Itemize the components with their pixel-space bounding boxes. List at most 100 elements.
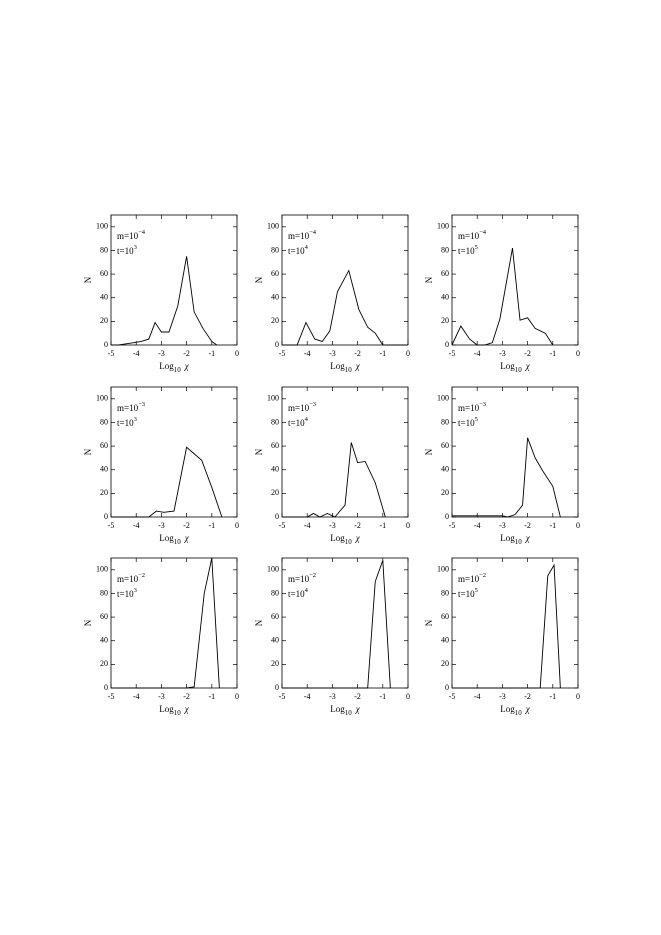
- x-label-text: Log: [159, 704, 174, 714]
- annotation: m=10−2: [458, 572, 486, 584]
- y-tick-label: 0: [275, 340, 279, 349]
- y-tick-label: 0: [104, 512, 108, 521]
- x-tick-label: -1: [549, 349, 556, 358]
- y-tick-label: 20: [271, 316, 279, 325]
- x-tick-label: 0: [576, 349, 580, 358]
- annotation-sup: 3: [134, 587, 137, 594]
- y-axis-label: N: [254, 276, 264, 283]
- panel: -5 -4 -3 -2 -1 0 0 20 40 60 80 100 N Log10 χ m=10−2 t=10…: [254, 557, 410, 717]
- annotation-text: m=10: [458, 403, 480, 413]
- panel: -5 -4 -3 -2 -1 0 0 20 40 60 80 100 N Log10 χ m=10−2 t=10…: [424, 557, 580, 717]
- panel: -5 -4 -3 -2 -1 0 0 20 40 60 80 100 N Log10 χ m=10−3 t=10…: [83, 386, 239, 546]
- x-tick-label: -5: [449, 349, 456, 358]
- y-tick-label: 20: [100, 488, 108, 497]
- x-tick-label: -5: [279, 692, 286, 701]
- annotation-text: t=10: [288, 246, 305, 256]
- annotation-sup: −2: [479, 572, 486, 579]
- x-label-sub: 10: [345, 538, 353, 546]
- x-tick-label: -2: [183, 692, 190, 701]
- annotation: m=10−3: [458, 401, 486, 413]
- x-label-text: Log: [500, 361, 515, 371]
- y-tick-label: 40: [441, 293, 449, 302]
- x-tick-label: 0: [235, 349, 239, 358]
- annotation-text: t=10: [458, 418, 475, 428]
- y-axis-label: N: [424, 448, 434, 455]
- y-tick-label: 40: [271, 465, 279, 474]
- annotation-text: t=10: [288, 589, 305, 599]
- x-tick-label: 0: [406, 521, 410, 530]
- annotation: m=10−4: [288, 229, 317, 241]
- annotation-text: t=10: [458, 246, 475, 256]
- x-tick-label: -3: [499, 349, 506, 358]
- x-tick-label: -4: [474, 692, 481, 701]
- data-line: [282, 442, 386, 518]
- x-label-sub: 10: [345, 709, 353, 717]
- x-label-text: Log: [500, 704, 515, 714]
- annotation-sup: −3: [138, 401, 145, 408]
- y-tick-label: 60: [100, 269, 108, 278]
- y-tick-label: 20: [100, 316, 108, 325]
- annotation: t=104: [288, 416, 309, 428]
- annotation: m=10−4: [117, 229, 146, 241]
- data-line: [111, 446, 223, 518]
- x-label-sub: 10: [174, 366, 182, 374]
- x-label-sub: 10: [515, 538, 523, 546]
- annotation-sup: −3: [309, 401, 316, 408]
- annotation-text: m=10: [458, 574, 480, 584]
- x-tick-label: -2: [354, 349, 361, 358]
- annotation-text: t=10: [117, 246, 134, 256]
- y-axis-label: N: [83, 276, 93, 283]
- y-tick-label: 80: [441, 417, 449, 426]
- annotation-text: m=10: [458, 231, 480, 241]
- y-tick-label: 0: [275, 512, 279, 521]
- x-tick-label: -1: [379, 692, 386, 701]
- x-tick-label: -2: [524, 349, 531, 358]
- y-tick-label: 40: [271, 636, 279, 645]
- x-tick-label: -1: [208, 692, 215, 701]
- y-tick-label: 80: [100, 588, 108, 597]
- data-line: [111, 256, 218, 346]
- x-tick-label: -5: [279, 521, 286, 530]
- annotation-sup: −4: [138, 229, 146, 236]
- x-tick-label: -3: [329, 521, 336, 530]
- x-axis-label: Log10 χ: [330, 704, 361, 717]
- data-line: [451, 248, 554, 346]
- x-label-sub: 10: [174, 709, 182, 717]
- x-tick-label: -3: [499, 521, 506, 530]
- y-tick-label: 0: [104, 683, 108, 692]
- annotation: t=103: [117, 416, 137, 428]
- annotation: t=105: [458, 416, 478, 428]
- x-axis-label: Log10 χ: [159, 361, 190, 374]
- annotation-sup: −4: [309, 229, 317, 236]
- x-label-var: χ: [184, 533, 190, 543]
- x-tick-label: 0: [235, 692, 239, 701]
- x-tick-label: -4: [474, 521, 481, 530]
- x-tick-label: -2: [354, 692, 361, 701]
- x-tick-label: -4: [133, 521, 140, 530]
- x-tick-label: -2: [524, 692, 531, 701]
- y-tick-label: 20: [271, 488, 279, 497]
- plot-frame: [281, 214, 409, 346]
- x-tick-label: -3: [158, 692, 165, 701]
- data-line: [452, 563, 561, 689]
- x-axis-label: Log10 χ: [500, 361, 531, 374]
- annotation-text: t=10: [288, 418, 305, 428]
- annotation-sup: −3: [479, 401, 486, 408]
- plot-frame: [281, 386, 409, 518]
- y-axis-label: N: [83, 619, 93, 626]
- x-tick-label: 0: [576, 521, 580, 530]
- y-tick-label: 80: [100, 417, 108, 426]
- x-tick-label: 0: [235, 521, 239, 530]
- y-tick-label: 40: [441, 636, 449, 645]
- x-label-sub: 10: [515, 709, 523, 717]
- panel: -5 -4 -3 -2 -1 0 0 20 40 60 80 100 N Log10 χ m=10−4 t=10…: [254, 214, 410, 374]
- x-label-text: Log: [159, 533, 174, 543]
- annotation-text: m=10: [117, 403, 139, 413]
- y-axis-label: N: [83, 448, 93, 455]
- x-axis-label: Log10 χ: [159, 704, 190, 717]
- y-tick-label: 20: [441, 659, 449, 668]
- y-tick-label: 60: [441, 612, 449, 621]
- x-tick-label: -2: [183, 521, 190, 530]
- annotation-text: m=10: [288, 574, 310, 584]
